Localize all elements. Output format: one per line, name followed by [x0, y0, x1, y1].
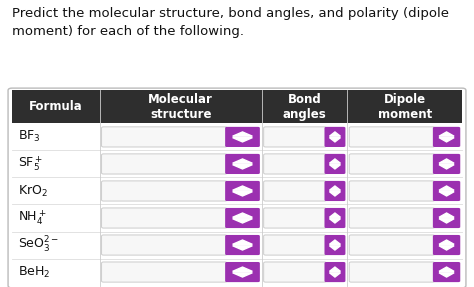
FancyBboxPatch shape — [264, 127, 327, 147]
FancyBboxPatch shape — [325, 262, 346, 282]
Text: BeH$_2$: BeH$_2$ — [18, 265, 50, 280]
Polygon shape — [329, 132, 340, 136]
FancyBboxPatch shape — [349, 127, 435, 147]
FancyBboxPatch shape — [264, 154, 327, 174]
Polygon shape — [233, 138, 253, 142]
Polygon shape — [329, 219, 340, 223]
Polygon shape — [329, 267, 340, 271]
FancyBboxPatch shape — [433, 181, 460, 201]
Polygon shape — [329, 273, 340, 277]
Polygon shape — [439, 192, 454, 196]
FancyBboxPatch shape — [225, 262, 260, 282]
Polygon shape — [329, 186, 340, 190]
Polygon shape — [233, 192, 253, 196]
FancyBboxPatch shape — [264, 235, 327, 255]
Polygon shape — [233, 273, 253, 277]
FancyBboxPatch shape — [12, 90, 462, 123]
Text: Predict the molecular structure, bond angles, and polarity (dipole
moment) for e: Predict the molecular structure, bond an… — [12, 7, 449, 38]
FancyBboxPatch shape — [349, 208, 435, 228]
FancyBboxPatch shape — [433, 154, 460, 174]
Polygon shape — [439, 165, 454, 169]
Polygon shape — [233, 213, 253, 217]
FancyBboxPatch shape — [264, 208, 327, 228]
Text: NH$_4^+$: NH$_4^+$ — [18, 209, 46, 227]
FancyBboxPatch shape — [101, 181, 227, 201]
Polygon shape — [439, 219, 454, 223]
Text: KrO$_2$: KrO$_2$ — [18, 183, 47, 199]
Polygon shape — [329, 138, 340, 142]
Polygon shape — [233, 165, 253, 169]
Text: SF$_5^+$: SF$_5^+$ — [18, 154, 43, 173]
Text: Formula: Formula — [29, 100, 82, 113]
FancyBboxPatch shape — [101, 154, 227, 174]
Polygon shape — [439, 138, 454, 142]
Text: SeO$_3^{2-}$: SeO$_3^{2-}$ — [18, 235, 59, 255]
FancyBboxPatch shape — [225, 181, 260, 201]
FancyBboxPatch shape — [225, 208, 260, 228]
Polygon shape — [233, 186, 253, 190]
FancyBboxPatch shape — [325, 235, 346, 255]
Polygon shape — [329, 240, 340, 244]
FancyBboxPatch shape — [325, 154, 346, 174]
Polygon shape — [329, 213, 340, 217]
FancyBboxPatch shape — [349, 154, 435, 174]
Polygon shape — [329, 246, 340, 250]
Polygon shape — [329, 165, 340, 169]
Polygon shape — [233, 159, 253, 163]
FancyBboxPatch shape — [101, 208, 227, 228]
Polygon shape — [439, 240, 454, 244]
Polygon shape — [439, 246, 454, 250]
FancyBboxPatch shape — [433, 127, 460, 147]
Text: BF$_3$: BF$_3$ — [18, 129, 40, 144]
Polygon shape — [233, 219, 253, 223]
Text: Bond
angles: Bond angles — [283, 93, 327, 121]
FancyBboxPatch shape — [349, 181, 435, 201]
FancyBboxPatch shape — [325, 127, 346, 147]
Polygon shape — [439, 213, 454, 217]
FancyBboxPatch shape — [349, 235, 435, 255]
FancyBboxPatch shape — [325, 208, 346, 228]
FancyBboxPatch shape — [433, 262, 460, 282]
FancyBboxPatch shape — [225, 127, 260, 147]
FancyBboxPatch shape — [433, 208, 460, 228]
Polygon shape — [233, 240, 253, 244]
Polygon shape — [439, 159, 454, 163]
FancyBboxPatch shape — [101, 262, 227, 282]
FancyBboxPatch shape — [325, 181, 346, 201]
Polygon shape — [439, 267, 454, 271]
FancyBboxPatch shape — [349, 262, 435, 282]
Text: Dipole
moment: Dipole moment — [378, 93, 432, 121]
Polygon shape — [439, 186, 454, 190]
Polygon shape — [439, 273, 454, 277]
FancyBboxPatch shape — [101, 235, 227, 255]
FancyBboxPatch shape — [101, 127, 227, 147]
Polygon shape — [329, 159, 340, 163]
FancyBboxPatch shape — [264, 181, 327, 201]
Polygon shape — [329, 192, 340, 196]
Text: Molecular
structure: Molecular structure — [148, 93, 213, 121]
Polygon shape — [233, 132, 253, 136]
Polygon shape — [439, 132, 454, 136]
Polygon shape — [233, 246, 253, 250]
FancyBboxPatch shape — [8, 88, 466, 287]
Polygon shape — [233, 267, 253, 271]
FancyBboxPatch shape — [225, 235, 260, 255]
FancyBboxPatch shape — [433, 235, 460, 255]
FancyBboxPatch shape — [225, 154, 260, 174]
FancyBboxPatch shape — [264, 262, 327, 282]
